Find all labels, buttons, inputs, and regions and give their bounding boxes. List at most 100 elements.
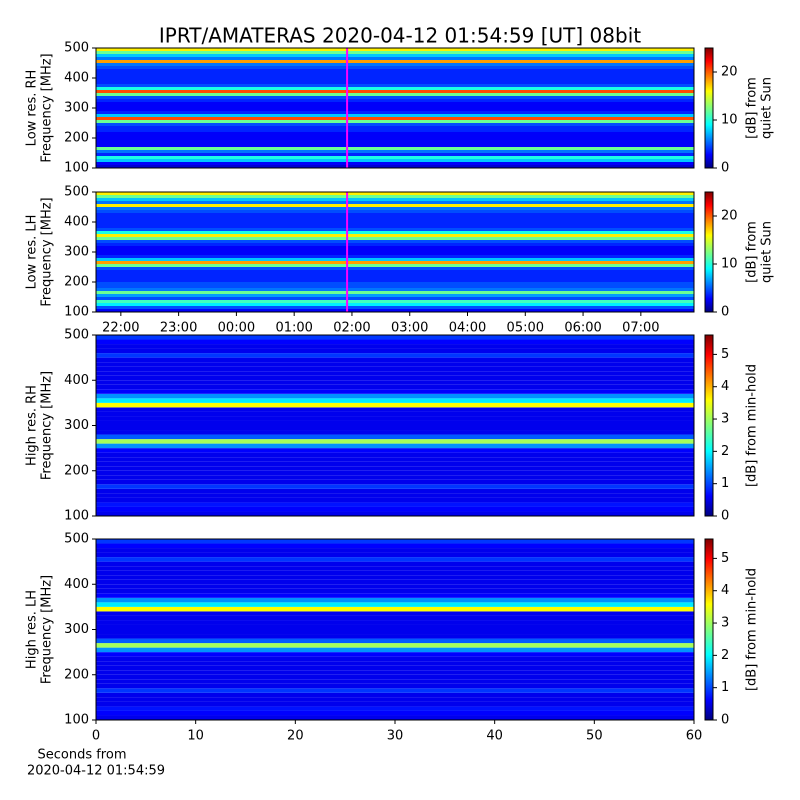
y-axis-label: Frequency [MHz]: [40, 197, 55, 306]
heat-cell: [96, 126, 694, 129]
heat-cell: [96, 366, 694, 372]
x-tick-label: 10: [187, 729, 204, 744]
x-tick-label: 05:00: [507, 321, 544, 336]
heat-cell: [96, 138, 694, 141]
y-axis-label: Frequency [MHz]: [40, 371, 55, 480]
heat-cell: [96, 452, 694, 458]
heat-cell: [96, 661, 694, 666]
y-axis-label: High res. LH: [25, 590, 40, 669]
heat-cell: [96, 470, 694, 476]
colorbar-label: quiet Sun: [760, 77, 775, 139]
heat-cell: [96, 348, 694, 354]
y-tick-label: 300: [64, 418, 89, 433]
heat-cell: [96, 430, 694, 435]
heat-cell: [96, 246, 694, 249]
colorbar-tick-label: 5: [721, 347, 729, 362]
heat-cell: [96, 69, 694, 72]
heat-cell: [96, 380, 694, 385]
colorbar-tick-label: 4: [721, 379, 729, 394]
colorbar-label: [dB] from min-hold: [745, 364, 760, 487]
heat-cell: [96, 701, 694, 707]
heat-cell: [96, 570, 694, 576]
heat-cell: [96, 216, 694, 219]
x-tick-label: 01:00: [275, 321, 312, 336]
colorbar-tick-label: 0: [721, 713, 729, 728]
heat-cell: [96, 249, 694, 252]
heat-cell: [96, 306, 694, 309]
heat-cell: [96, 420, 694, 426]
heat-cell: [96, 398, 694, 403]
colorbar-label: [dB] from min-hold: [745, 568, 760, 691]
heat-cell: [96, 511, 694, 516]
y-tick-label: 100: [64, 305, 89, 320]
x-tick-label: 50: [586, 729, 603, 744]
colorbar-label: quiet Sun: [760, 221, 775, 283]
heat-cell: [96, 457, 694, 462]
heat-cell: [96, 231, 694, 234]
heat-cell: [96, 597, 694, 603]
heat-cell: [96, 135, 694, 138]
heat-cell: [96, 634, 694, 639]
heat-cell: [96, 371, 694, 376]
heat-cell: [96, 620, 694, 625]
heat-cell: [96, 243, 694, 246]
heat-cell: [96, 353, 694, 358]
heat-cell: [96, 411, 694, 417]
heat-cell: [96, 443, 694, 449]
heat-cell: [96, 665, 694, 671]
heat-cell: [96, 579, 694, 585]
heat-cell: [96, 255, 694, 258]
heat-cell: [96, 638, 694, 644]
heat-cell: [96, 96, 694, 99]
heat-cell: [96, 57, 694, 60]
colorbar-tick-label: 2: [721, 444, 729, 459]
y-axis-label: Frequency [MHz]: [40, 53, 55, 162]
colorbar-tick-label: 20: [721, 65, 738, 80]
heat-cell: [96, 425, 694, 431]
colorbar-tick-label: 0: [721, 305, 729, 320]
heat-cell: [96, 384, 694, 390]
heat-cell: [96, 165, 694, 168]
colorbar: [704, 538, 714, 721]
heat-cell: [96, 688, 694, 693]
heat-cell: [96, 132, 694, 135]
heat-cell: [96, 357, 694, 363]
y-tick-label: 400: [64, 373, 89, 388]
heat-cell: [96, 111, 694, 114]
colorbar: [704, 191, 714, 313]
heat-cell: [96, 335, 694, 340]
heat-cell: [96, 147, 694, 150]
heat-cell: [96, 602, 694, 607]
heat-cell: [96, 710, 694, 716]
heat-cell: [96, 697, 694, 702]
y-axis-label: Low res. LH: [25, 215, 40, 290]
heat-cell: [96, 479, 694, 485]
heat-cell: [96, 466, 694, 471]
colorbar-label: [dB] from: [745, 221, 760, 283]
heat-cell: [96, 282, 694, 285]
heat-cell: [96, 575, 694, 580]
heat-cell: [96, 60, 694, 63]
y-axis-label: Frequency [MHz]: [40, 575, 55, 684]
heat-cell: [96, 129, 694, 132]
heat-cell: [96, 120, 694, 123]
heat-cell: [96, 643, 694, 648]
y-tick-label: 300: [64, 101, 89, 116]
heat-cell: [96, 210, 694, 213]
y-tick-label: 300: [64, 622, 89, 637]
heat-cell: [96, 258, 694, 261]
heat-cell: [96, 261, 694, 264]
heat-cell: [96, 288, 694, 291]
x-tick-label: 00:00: [218, 321, 255, 336]
colorbar-tick-label: 10: [721, 257, 738, 272]
heat-cell: [96, 240, 694, 243]
x-tick-label: 22:00: [102, 321, 139, 336]
heat-cell: [96, 201, 694, 204]
heat-cell: [96, 267, 694, 270]
heat-cell: [96, 195, 694, 198]
y-tick-label: 400: [64, 577, 89, 592]
y-tick-label: 200: [64, 131, 89, 146]
y-axis-label: Low res. RH: [25, 70, 40, 147]
heat-cell: [96, 652, 694, 657]
